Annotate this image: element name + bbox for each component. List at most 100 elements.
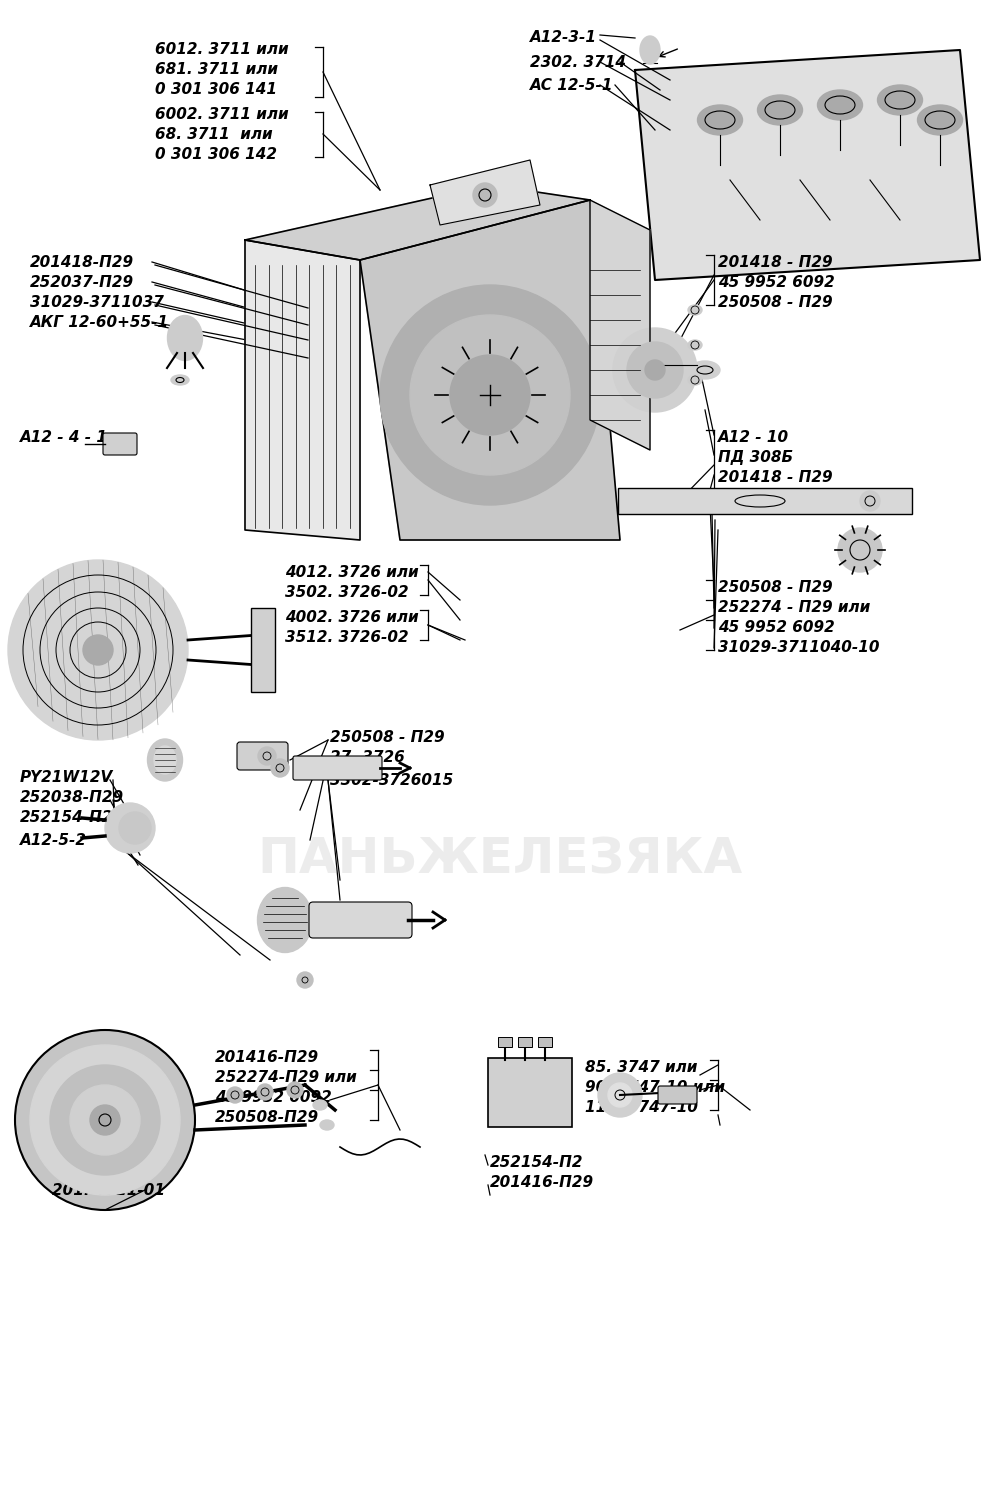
Circle shape	[608, 1083, 632, 1106]
FancyBboxPatch shape	[262, 905, 298, 935]
Text: 113. 3747-10: 113. 3747-10	[585, 1100, 698, 1115]
Circle shape	[598, 1074, 642, 1117]
Circle shape	[645, 360, 665, 380]
Text: 293226 - П29: 293226 - П29	[718, 490, 833, 505]
Text: 252274-П29 или: 252274-П29 или	[215, 1071, 357, 1085]
Circle shape	[257, 1084, 273, 1100]
Circle shape	[50, 1065, 160, 1175]
Text: 252154-П2: 252154-П2	[490, 1155, 584, 1170]
Text: 681. 3711 или: 681. 3711 или	[155, 63, 278, 77]
Circle shape	[410, 316, 570, 475]
Text: 4002. 3726 или: 4002. 3726 или	[285, 610, 419, 625]
Polygon shape	[590, 200, 650, 450]
Polygon shape	[245, 240, 360, 541]
Ellipse shape	[878, 85, 922, 115]
Ellipse shape	[640, 36, 660, 64]
Circle shape	[15, 1030, 195, 1211]
Text: 250508 - П29: 250508 - П29	[718, 295, 833, 310]
Ellipse shape	[320, 1120, 334, 1130]
Polygon shape	[635, 51, 980, 280]
Text: 6002. 3711 или: 6002. 3711 или	[155, 107, 289, 122]
FancyBboxPatch shape	[309, 902, 412, 938]
Text: ПАНЬЖЕЛЕЗЯКА: ПАНЬЖЕЛЕЗЯКА	[257, 835, 743, 884]
Polygon shape	[360, 200, 620, 541]
Text: 250508 - П29: 250508 - П29	[330, 730, 445, 744]
Text: 0 301 306 142: 0 301 306 142	[155, 147, 277, 162]
FancyBboxPatch shape	[538, 1036, 552, 1047]
Circle shape	[297, 972, 313, 989]
Text: 4012. 3726 или: 4012. 3726 или	[285, 564, 419, 581]
Ellipse shape	[688, 339, 702, 350]
Ellipse shape	[168, 316, 202, 360]
Text: 250508 - П29: 250508 - П29	[718, 581, 833, 596]
Circle shape	[380, 284, 600, 505]
Text: 201418-П29: 201418-П29	[30, 255, 134, 270]
Text: 45 9952 6092: 45 9952 6092	[215, 1090, 332, 1105]
Ellipse shape	[119, 812, 151, 844]
Ellipse shape	[690, 360, 720, 380]
FancyBboxPatch shape	[251, 608, 275, 692]
Circle shape	[227, 1087, 243, 1103]
Text: 201418 - П29: 201418 - П29	[718, 471, 833, 485]
Text: A12-5-2: A12-5-2	[20, 832, 87, 849]
Text: A12 - 10: A12 - 10	[718, 430, 789, 445]
FancyBboxPatch shape	[237, 742, 288, 770]
FancyBboxPatch shape	[618, 488, 912, 514]
Circle shape	[838, 529, 882, 572]
Text: PY21W12V: PY21W12V	[20, 770, 113, 785]
Text: A12 - 4 - 1: A12 - 4 - 1	[20, 430, 108, 445]
Circle shape	[90, 1105, 120, 1135]
FancyBboxPatch shape	[293, 756, 382, 780]
Ellipse shape	[698, 106, 742, 135]
Text: 252154-П2: 252154-П2	[20, 810, 114, 825]
Ellipse shape	[688, 375, 702, 386]
Text: 252038-П29: 252038-П29	[20, 791, 124, 806]
Circle shape	[287, 1083, 303, 1097]
Text: 31029-3711037: 31029-3711037	[30, 295, 164, 310]
Text: АКГ 12-60+55-1: АКГ 12-60+55-1	[30, 316, 169, 331]
Text: 3512. 3726-02: 3512. 3726-02	[285, 630, 409, 645]
Circle shape	[450, 354, 530, 435]
Text: 201416-П29: 201416-П29	[215, 1050, 319, 1065]
Ellipse shape	[148, 739, 182, 782]
FancyBboxPatch shape	[103, 433, 137, 456]
Circle shape	[271, 759, 289, 777]
Text: 27. 3726: 27. 3726	[330, 750, 405, 765]
Text: 3302-3726015: 3302-3726015	[330, 773, 453, 788]
FancyBboxPatch shape	[658, 1085, 697, 1103]
Polygon shape	[430, 159, 540, 225]
Circle shape	[258, 747, 276, 765]
Circle shape	[8, 560, 188, 740]
Text: 201418 - П29: 201418 - П29	[718, 255, 833, 270]
Ellipse shape	[918, 106, 962, 135]
Circle shape	[860, 491, 880, 511]
Text: 3502. 3726-02: 3502. 3726-02	[285, 585, 409, 600]
Ellipse shape	[105, 803, 155, 853]
Circle shape	[613, 328, 697, 412]
Text: 31029-3711040-10: 31029-3711040-10	[718, 640, 880, 655]
FancyBboxPatch shape	[488, 1059, 572, 1127]
Text: 250508-П29: 250508-П29	[215, 1109, 319, 1126]
Polygon shape	[245, 185, 590, 261]
Circle shape	[83, 634, 113, 666]
Text: 201. 3721-01: 201. 3721-01	[52, 1182, 165, 1199]
Text: 0 301 306 141: 0 301 306 141	[155, 82, 277, 97]
Text: ПД 308Б: ПД 308Б	[718, 450, 793, 465]
Text: 252037-П29: 252037-П29	[30, 275, 134, 290]
Ellipse shape	[758, 95, 802, 125]
Text: 45 9952 6092: 45 9952 6092	[718, 619, 835, 634]
Text: АС 12-5-1: АС 12-5-1	[530, 77, 614, 92]
Ellipse shape	[258, 887, 312, 953]
FancyBboxPatch shape	[498, 1036, 512, 1047]
Text: 90. 3747-10 или: 90. 3747-10 или	[585, 1080, 725, 1094]
Ellipse shape	[171, 375, 189, 386]
Circle shape	[627, 342, 683, 398]
Text: 201416-П29: 201416-П29	[490, 1175, 594, 1190]
Text: 45 9952 6092: 45 9952 6092	[718, 275, 835, 290]
Circle shape	[30, 1045, 180, 1196]
Text: 6012. 3711 или: 6012. 3711 или	[155, 42, 289, 57]
Ellipse shape	[154, 746, 176, 774]
Text: 68. 3711  или: 68. 3711 или	[155, 127, 273, 141]
Text: 85. 3747 или: 85. 3747 или	[585, 1060, 697, 1075]
Ellipse shape	[688, 305, 702, 316]
